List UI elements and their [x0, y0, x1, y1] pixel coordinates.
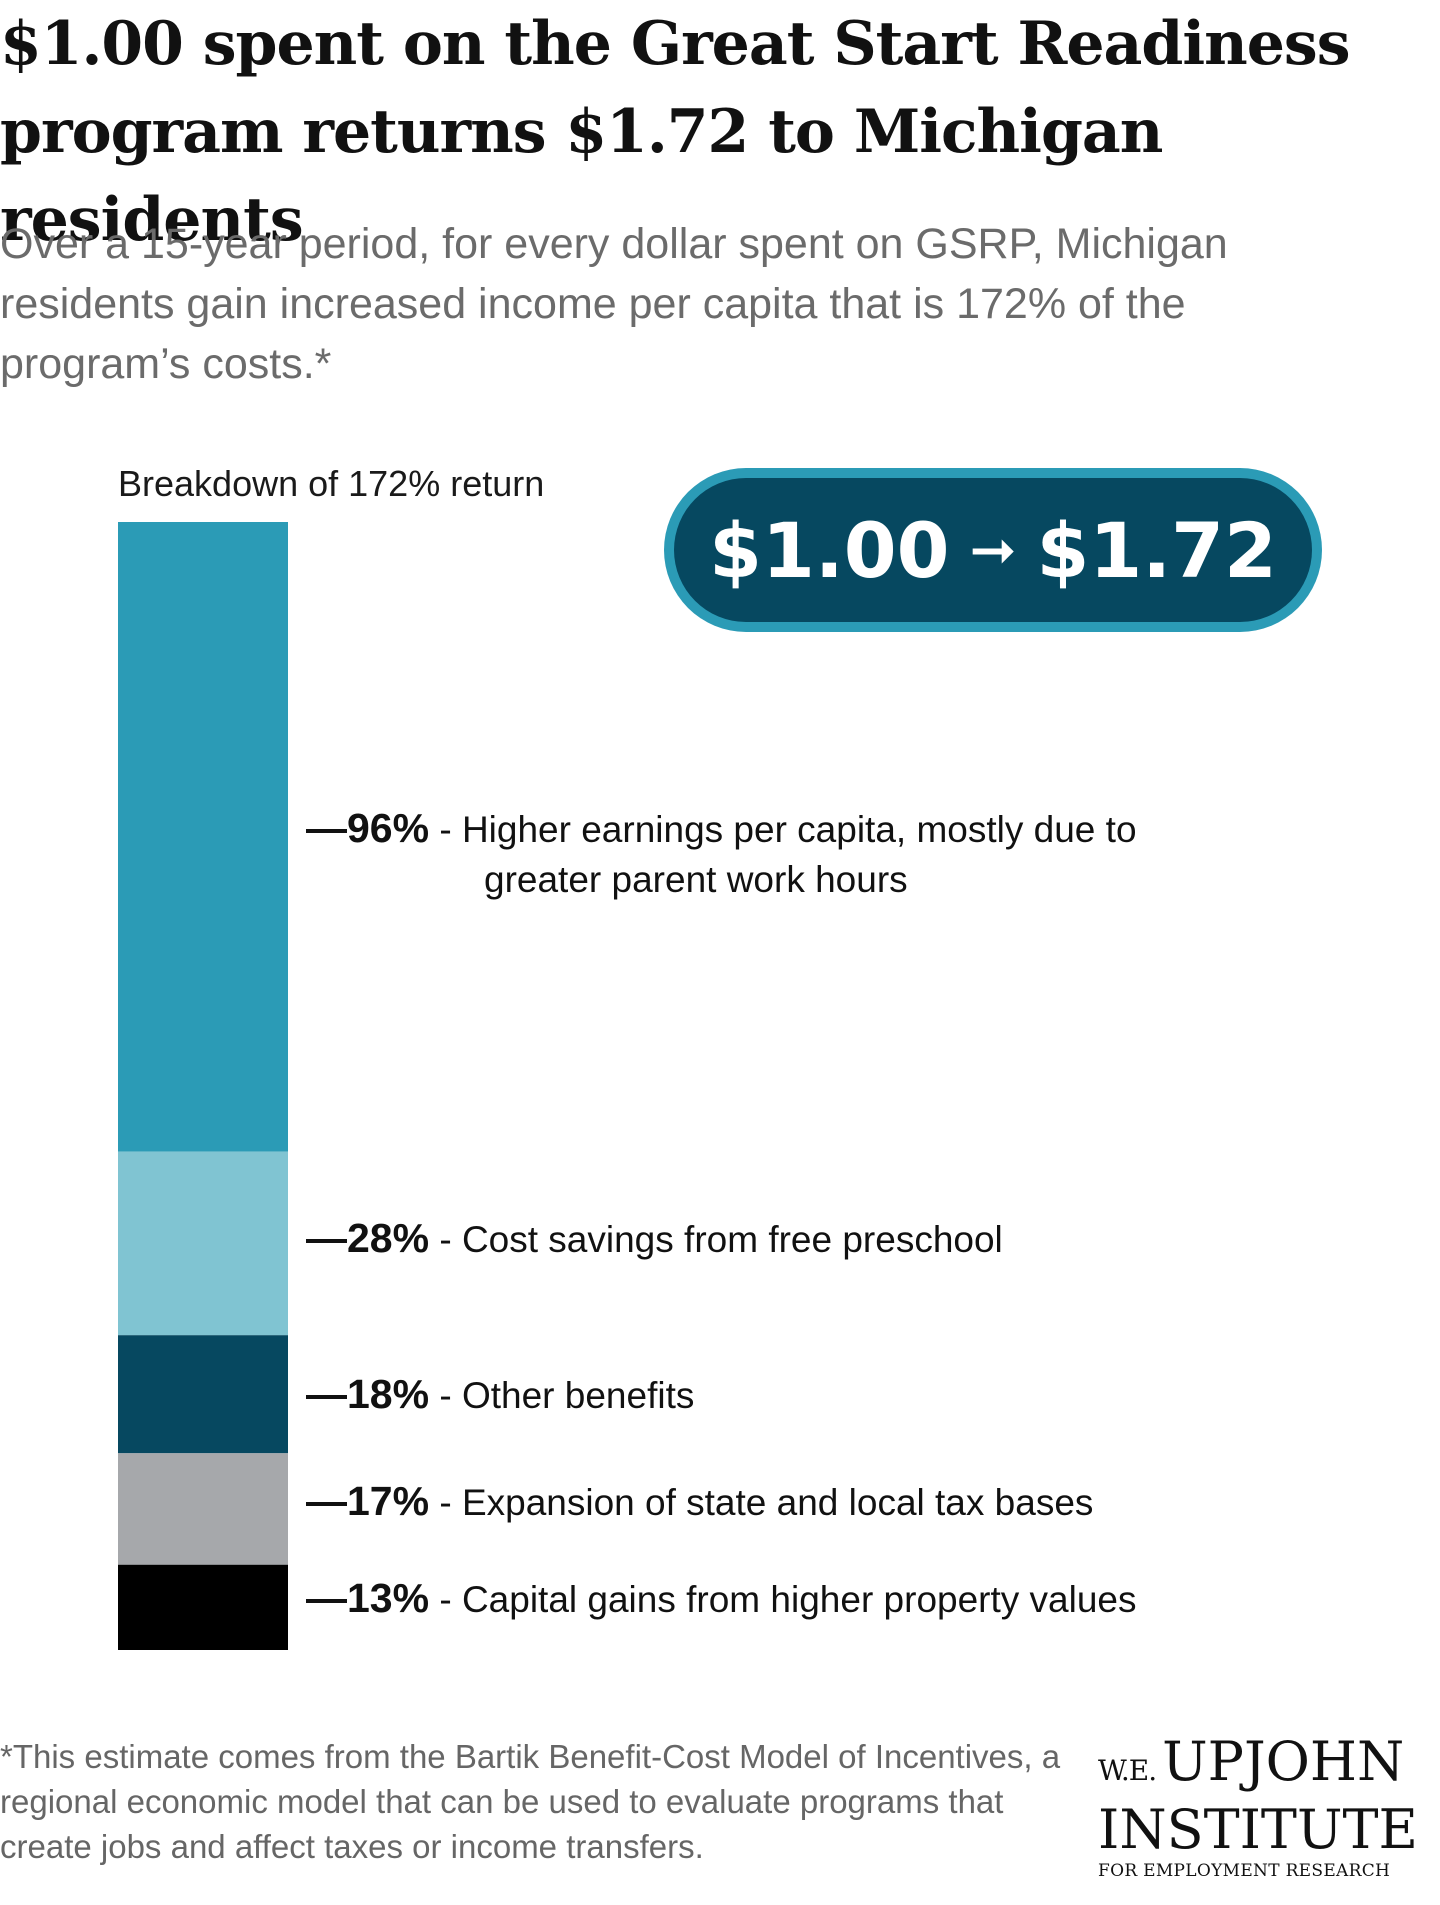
segment-label-4: —17% - Expansion of state and local tax … — [306, 1478, 1093, 1524]
bar-caption: Breakdown of 172% return — [118, 463, 545, 504]
segment-label-1-line-2: greater parent work hours — [484, 859, 908, 900]
footnote: *This estimate comes from the Bartik Ben… — [0, 1738, 1061, 1865]
return-callout: $1.00 ➞ $1.72 — [664, 468, 1322, 632]
bar-segment-3 — [118, 1335, 288, 1454]
logo-tagline: FOR EMPLOYMENT RESEARCH — [1098, 1861, 1391, 1881]
bar-segment-1 — [118, 522, 288, 1152]
bar-segment-4 — [118, 1453, 288, 1565]
logo-we-text: W.E. — [1098, 1754, 1157, 1787]
segment-label-5: —13% - Capital gains from higher propert… — [306, 1575, 1137, 1621]
segment-label-1: —96% - Higher earnings per capita, mostl… — [306, 805, 1137, 851]
bar-segment-5 — [118, 1564, 288, 1650]
chart-subtitle: Over a 15-year period, for every dollar … — [0, 220, 1228, 388]
segment-label-2: —28% - Cost savings from free preschool — [306, 1215, 1003, 1261]
logo-institute-text: INSTITUTE — [1098, 1798, 1418, 1861]
stacked-bar-chart: —96% - Higher earnings per capita, mostl… — [118, 522, 1137, 1650]
callout-to-value: $1.72 — [1036, 505, 1277, 595]
segment-label-3: —18% - Other benefits — [306, 1371, 694, 1417]
callout-from-value: $1.00 — [709, 505, 950, 595]
return-callout-inner: $1.00 ➞ $1.72 — [674, 478, 1312, 622]
upjohn-institute-logo: W.E. UPJOHN INSTITUTE FOR EMPLOYMENT RES… — [1098, 1732, 1418, 1883]
logo-upjohn-text: UPJOHN — [1162, 1730, 1405, 1793]
bar-segment-2 — [118, 1151, 288, 1336]
chart-title: $1.00 spent on the Great Start Readiness… — [0, 9, 1351, 255]
right-arrow-icon: ➞ — [969, 517, 1017, 583]
